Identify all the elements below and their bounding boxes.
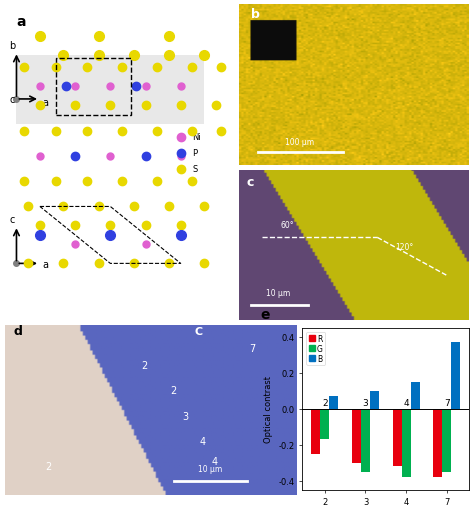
Bar (361, 409, 370, 472)
Text: a: a (42, 259, 48, 269)
Text: b: b (9, 41, 15, 51)
Text: 3: 3 (182, 411, 189, 421)
Bar (442, 409, 451, 472)
Text: P: P (192, 149, 198, 158)
Bar (451, 342, 460, 409)
Text: c: c (9, 95, 15, 105)
Text: 2: 2 (322, 398, 328, 407)
Y-axis label: Optical contrast: Optical contrast (264, 376, 273, 442)
Bar (410, 382, 419, 409)
Bar (401, 409, 410, 477)
FancyBboxPatch shape (17, 56, 204, 125)
Text: 4: 4 (200, 436, 206, 446)
Text: 10 μm: 10 μm (266, 288, 291, 297)
Bar (352, 409, 361, 463)
Text: 4: 4 (211, 457, 218, 467)
Text: 2: 2 (142, 360, 148, 370)
Text: 2: 2 (46, 462, 52, 472)
Text: d: d (13, 324, 22, 337)
Text: e: e (261, 308, 270, 322)
Bar (433, 409, 442, 477)
Text: 7: 7 (444, 398, 450, 407)
Text: 4: 4 (403, 398, 409, 407)
Text: b: b (251, 8, 260, 21)
Text: 2: 2 (171, 385, 177, 395)
Text: 60°: 60° (281, 220, 294, 229)
Text: 7: 7 (249, 343, 255, 353)
Bar (311, 409, 320, 454)
Text: a: a (17, 15, 26, 28)
Bar (393, 409, 401, 467)
Text: c: c (9, 215, 15, 225)
Text: 3: 3 (363, 398, 368, 407)
Text: c: c (246, 175, 254, 188)
Text: a: a (42, 98, 48, 108)
Bar (370, 391, 379, 409)
Text: C: C (194, 326, 202, 336)
Bar (329, 396, 338, 409)
Text: 10 μm: 10 μm (198, 464, 222, 473)
Text: S: S (192, 165, 198, 174)
Text: 100 μm: 100 μm (284, 138, 314, 147)
Bar (320, 409, 329, 439)
Text: 120°: 120° (396, 243, 414, 252)
Legend: R, G, B: R, G, B (306, 332, 325, 365)
Text: Ni: Ni (192, 133, 201, 142)
